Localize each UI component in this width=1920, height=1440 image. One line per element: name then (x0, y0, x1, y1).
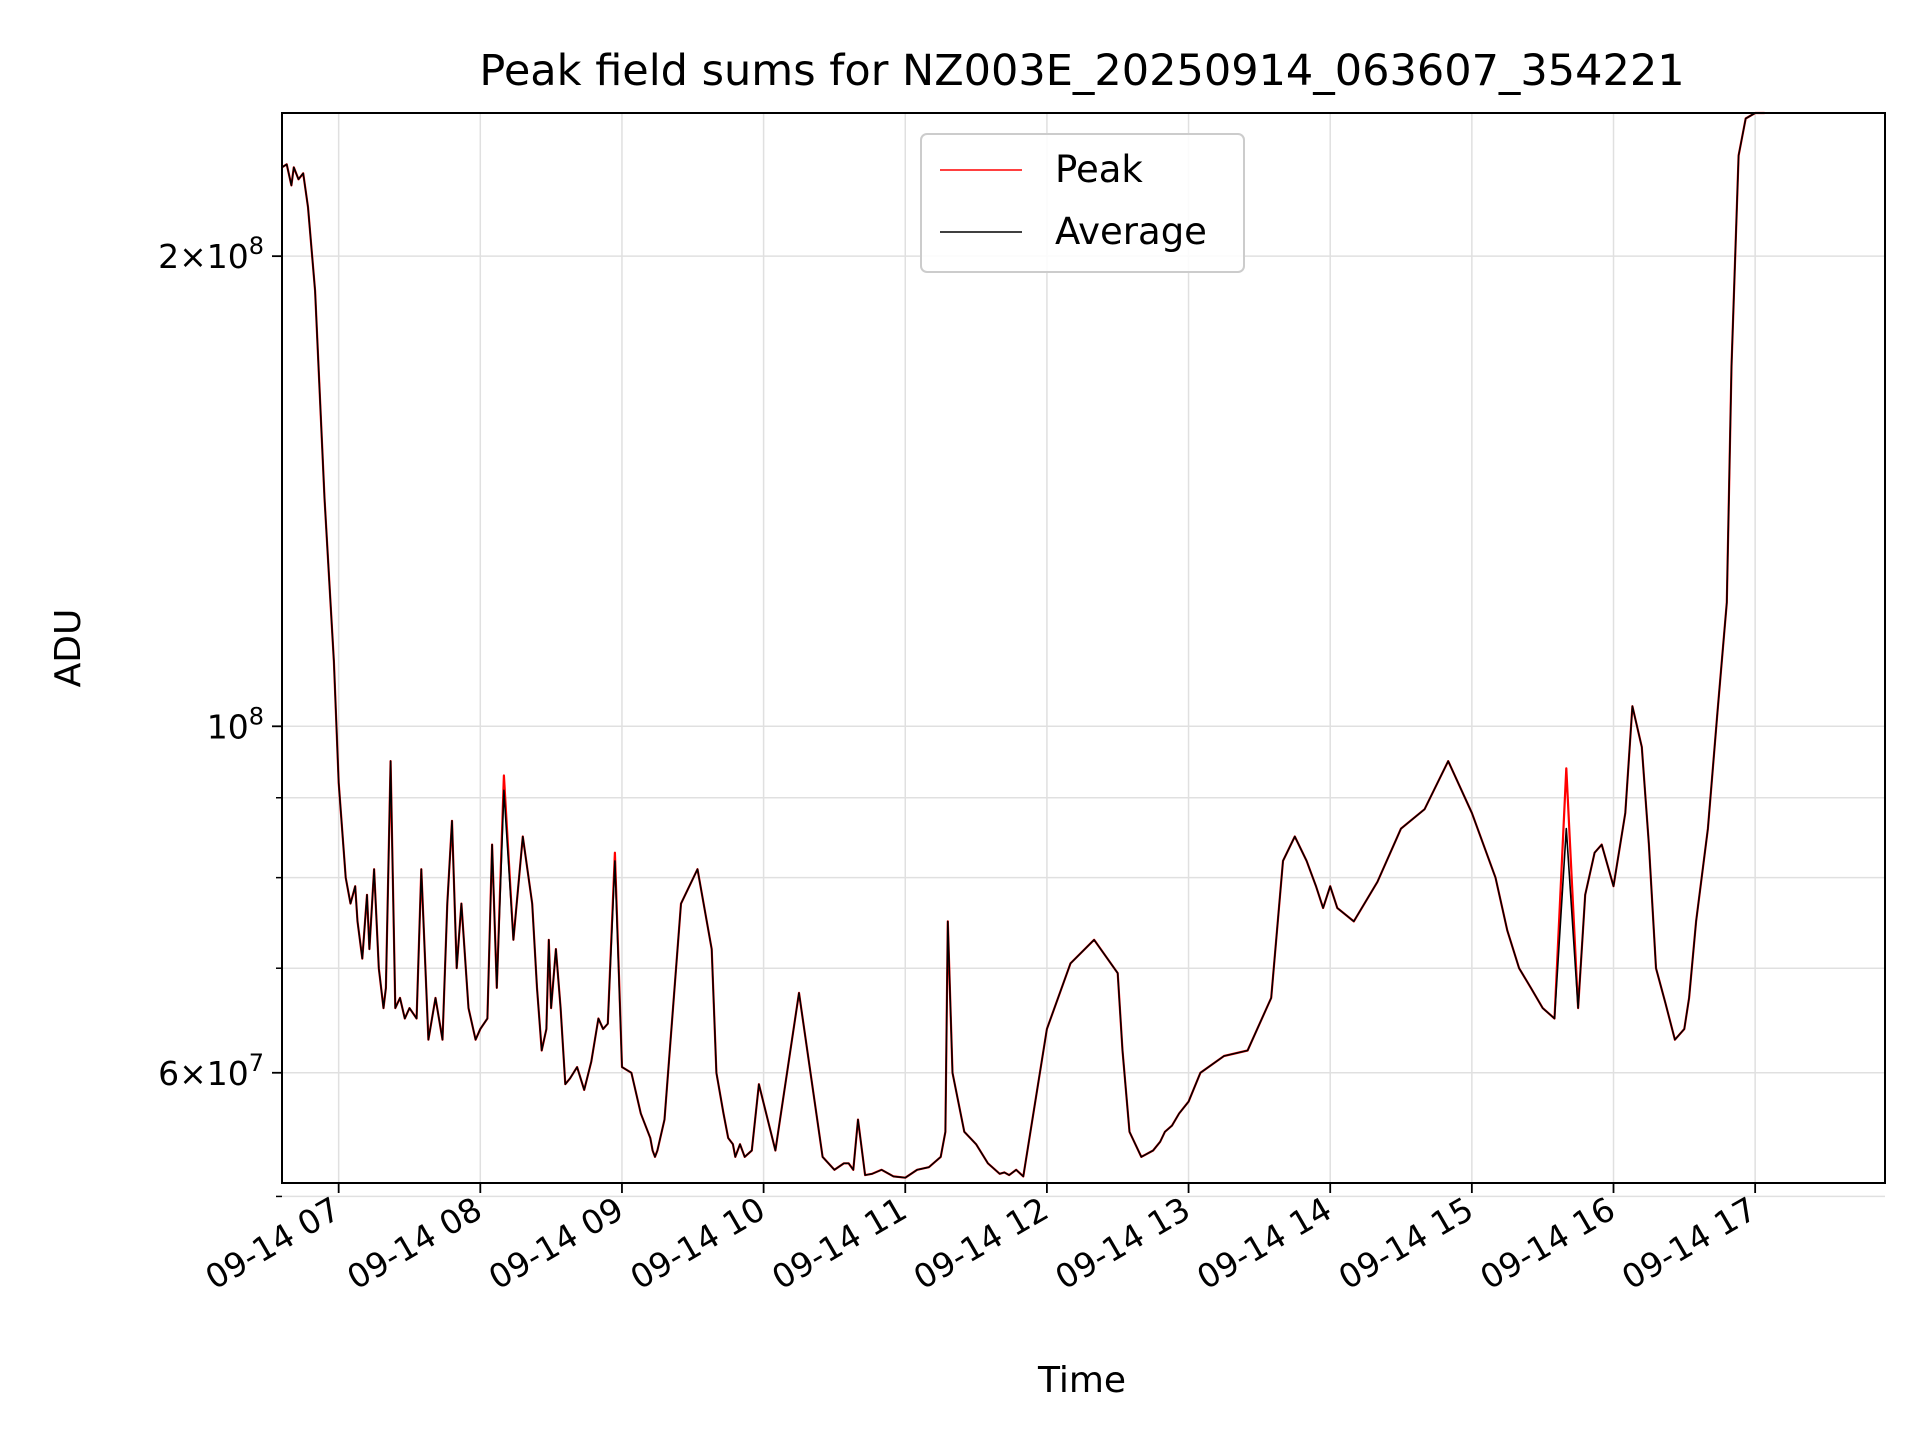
legend-box (920, 133, 1245, 273)
x-axis-label: Time (1037, 1360, 1126, 1401)
y-tick-label: 108 (207, 702, 264, 746)
series-line-average (281, 112, 1765, 1179)
y-tick-label: 2×108 (158, 232, 264, 276)
y-axis-label: ADU (48, 609, 89, 688)
series-layer (281, 111, 1765, 1179)
legend-average-label: Average (1055, 210, 1207, 253)
legend: Peak Average (920, 133, 1245, 273)
grid-lines (282, 113, 1885, 1198)
legend-peak-label: Peak (1055, 148, 1143, 191)
y-tick-label: 6×107 (158, 1049, 264, 1093)
chart-title: Peak field sums for NZ003E_20250914_0636… (479, 46, 1684, 96)
plot-frame (281, 112, 1886, 1184)
